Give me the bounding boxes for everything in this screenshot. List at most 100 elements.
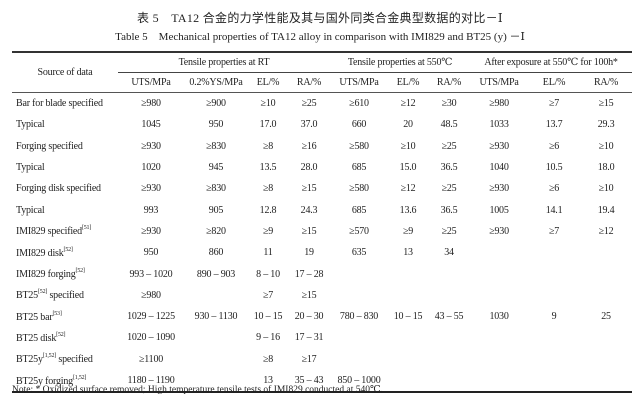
source-label: Typical xyxy=(16,162,45,174)
cell-el- xyxy=(388,327,428,348)
source-label: IMI829 forging xyxy=(16,269,76,281)
cell-ra-: 36.5 xyxy=(440,162,458,174)
cell-ra- xyxy=(580,327,632,348)
column-header-row: UTS/MPa 0.2%YS/MPa EL/% RA/% UTS/MPa EL/% RA/%… xyxy=(12,72,633,93)
cell-uts-mpa xyxy=(330,349,388,370)
cell-el-: 17.0 xyxy=(259,119,277,131)
table-row: Forging specified ≥930 ≥830 ≥8 ≥16 ≥580 ≥10 ≥25… xyxy=(12,136,632,157)
table-row: BT25 bar[53] 1029 – 1225 930 – 1130 10 – 15… xyxy=(12,306,632,327)
cell-el- xyxy=(388,263,428,284)
cell-el-: 13.6 xyxy=(399,204,417,216)
reference-citation: [52] xyxy=(37,289,48,296)
row-source: IMI829 disk[52] xyxy=(12,242,118,263)
source-label: Forging disk specified xyxy=(16,183,101,195)
cell-uts-mpa: ≥580 xyxy=(349,183,369,195)
cell-uts-mpa: ≥610 xyxy=(349,98,369,110)
cell-ra-: 17 – 28 xyxy=(294,268,324,280)
cell-0-2-ys-mpa: 930 – 1130 xyxy=(194,311,238,323)
cell-el-: 9 xyxy=(551,311,557,323)
source-label: IMI829 specified xyxy=(16,226,82,238)
cell-uts-mpa: ≥930 xyxy=(141,183,161,195)
cell-0-2-ys-mpa xyxy=(184,285,248,306)
cell-ra- xyxy=(428,263,470,284)
cell-uts-mpa: ≥980 xyxy=(489,98,509,110)
cell-0-2-ys-mpa: ≥820 xyxy=(206,225,226,237)
table-row: BT25 disk[52] 1020 – 1090 9 – 16 17 – 31 xyxy=(12,327,632,348)
reference-citation: [1,52] xyxy=(42,353,57,360)
cell-uts-mpa: 635 xyxy=(351,247,367,259)
cell-uts-mpa: 850 – 1000 xyxy=(330,369,389,394)
source-suffix: specified xyxy=(47,290,84,302)
cell-uts-mpa: 685 xyxy=(351,162,367,174)
cell-uts-mpa: 993 xyxy=(143,204,159,216)
cell-uts-mpa: 1045 xyxy=(141,119,161,131)
source-label: IMI829 disk xyxy=(16,247,64,259)
table-row: Typical 1045 950 17.0 37.0 660 20 48.5 1033 13.7 2… xyxy=(12,114,632,135)
cell-0-2-ys-mpa: 905 xyxy=(208,204,224,216)
cell-el-: ≥6 xyxy=(549,140,560,152)
cell-uts-mpa: 1005 xyxy=(489,204,509,216)
table-body: Bar for blade specified ≥980 ≥900 ≥10 ≥25 ≥61… xyxy=(12,93,633,394)
cell-ra-: 20 – 30 xyxy=(294,311,324,323)
mechanical-properties-table: Source of data Tensile properties at RT … xyxy=(12,51,633,394)
cell-uts-mpa: 780 – 830 xyxy=(339,311,379,323)
cell-ra-: ≥15 xyxy=(598,98,614,110)
cell-uts-mpa: 660 xyxy=(351,119,367,131)
cell-uts-mpa: 1040 xyxy=(489,162,509,174)
cell-uts-mpa xyxy=(470,242,528,263)
cell-el-: ≥7 xyxy=(549,225,560,237)
cell-uts-mpa xyxy=(470,349,528,370)
cell-uts-mpa: 950 xyxy=(143,247,159,259)
table-row: Typical 993 905 12.8 24.3 685 13.6 36.5 1005 14.1… xyxy=(12,199,632,220)
cell-el-: 15.0 xyxy=(399,162,417,174)
cell-0-2-ys-mpa: ≥830 xyxy=(206,140,226,152)
cell-uts-mpa: ≥980 xyxy=(141,98,161,110)
cell-el- xyxy=(528,242,580,263)
cell-ra-: 29.3 xyxy=(597,119,615,131)
cell-ra- xyxy=(580,242,632,263)
cell-uts-mpa xyxy=(330,285,388,306)
cell-ra- xyxy=(580,349,632,370)
row-source: Typical xyxy=(12,157,118,178)
cell-el-: ≥10 xyxy=(400,140,416,152)
cell-ra-: 37.0 xyxy=(300,119,318,131)
cell-el-: ≥12 xyxy=(400,183,416,195)
cell-0-2-ys-mpa: ≥900 xyxy=(206,98,226,110)
cell-ra- xyxy=(428,369,471,394)
cell-0-2-ys-mpa: ≥830 xyxy=(206,183,226,195)
table-row: Forging disk specified ≥930 ≥830 ≥8 ≥15 ≥580 ≥… xyxy=(12,178,632,199)
cell-el-: ≥12 xyxy=(400,98,416,110)
cell-el-: ≥8 xyxy=(262,140,274,152)
cell-ra-: ≥30 xyxy=(441,98,457,110)
table-row: Typical 1020 945 13.5 28.0 685 15.0 36.5 1040 10.… xyxy=(12,157,632,178)
cell-0-2-ys-mpa xyxy=(184,369,248,394)
row-source: BT25 bar[53] xyxy=(12,306,118,327)
cell-uts-mpa xyxy=(330,327,388,348)
row-source: Forging disk specified xyxy=(12,178,118,199)
cell-el-: 13 xyxy=(403,247,413,259)
cell-el-: ≥7 xyxy=(549,98,560,110)
cell-ra- xyxy=(580,285,632,306)
table-row: BT25y[1,52] specified ≥1100 ≥8 ≥17 xyxy=(12,349,632,370)
cell-el-: 13.7 xyxy=(545,119,563,131)
cell-uts-mpa: ≥930 xyxy=(489,183,509,195)
cell-ra-: 17 – 31 xyxy=(294,332,324,344)
source-label: Typical xyxy=(16,204,45,216)
cell-ra-: ≥25 xyxy=(441,225,457,237)
row-source: Forging specified xyxy=(12,136,118,157)
column-header: UTS/MPa xyxy=(118,72,184,93)
cell-ra- xyxy=(428,285,470,306)
cell-ra-: ≥12 xyxy=(598,225,614,237)
column-header: RA/% xyxy=(288,72,331,93)
cell-el- xyxy=(388,369,429,394)
cell-ra-: ≥10 xyxy=(598,140,614,152)
reference-citation: [53] xyxy=(52,310,62,317)
cell-ra-: ≥17 xyxy=(301,353,317,365)
cell-0-2-ys-mpa xyxy=(184,349,248,370)
cell-uts-mpa: ≥580 xyxy=(349,140,369,152)
reference-citation: [1,52] xyxy=(72,374,87,381)
cell-el-: 10 – 15 xyxy=(393,311,423,323)
row-source: BT25y forging[1,52] xyxy=(12,369,118,394)
cell-ra-: ≥15 xyxy=(301,225,317,237)
cell-uts-mpa: ≥930 xyxy=(489,225,509,237)
